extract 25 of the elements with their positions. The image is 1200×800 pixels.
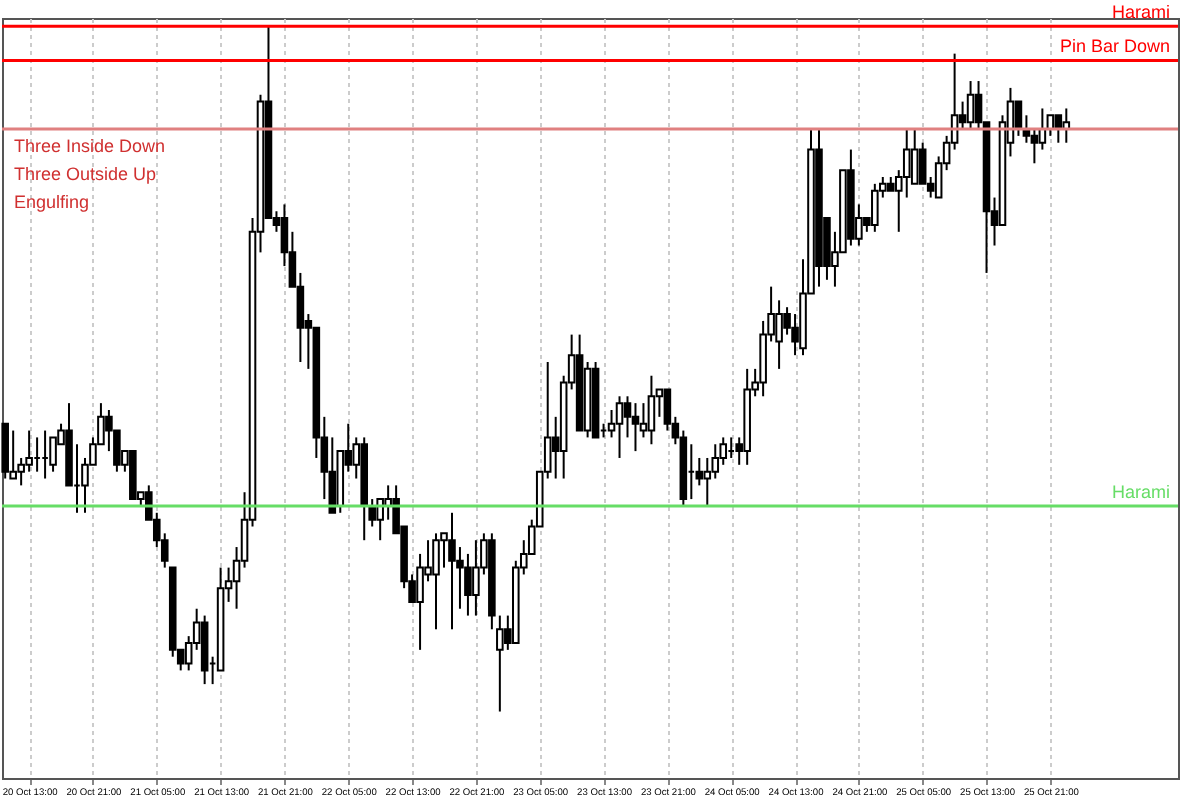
candlestick — [966, 80, 975, 131]
candlestick — [472, 539, 480, 617]
candlestick — [695, 456, 704, 487]
candlestick — [464, 552, 472, 617]
candlestick — [9, 429, 17, 480]
annotation: Three Inside Down — [14, 136, 166, 156]
candlestick — [129, 450, 137, 501]
candlestick — [1030, 128, 1039, 165]
ref-line-label: Pin Bar Down — [1059, 36, 1170, 57]
annotation: Three Outside Up — [14, 164, 157, 184]
candlestick — [631, 402, 640, 453]
candlestick — [918, 141, 927, 185]
candlestick — [1, 422, 9, 480]
ref-line-label: Harami — [1111, 2, 1170, 23]
candlestick — [615, 395, 624, 459]
ref-line-label: Harami — [1111, 481, 1170, 502]
candlestick — [871, 182, 879, 233]
annotation: Engulfing — [14, 192, 90, 212]
candlestick — [432, 532, 440, 631]
candlestick — [49, 436, 57, 473]
candlestick — [607, 408, 616, 439]
candlestick — [448, 511, 456, 631]
candlestick — [647, 374, 656, 446]
candlestick — [200, 614, 209, 686]
candlestick — [639, 402, 648, 439]
